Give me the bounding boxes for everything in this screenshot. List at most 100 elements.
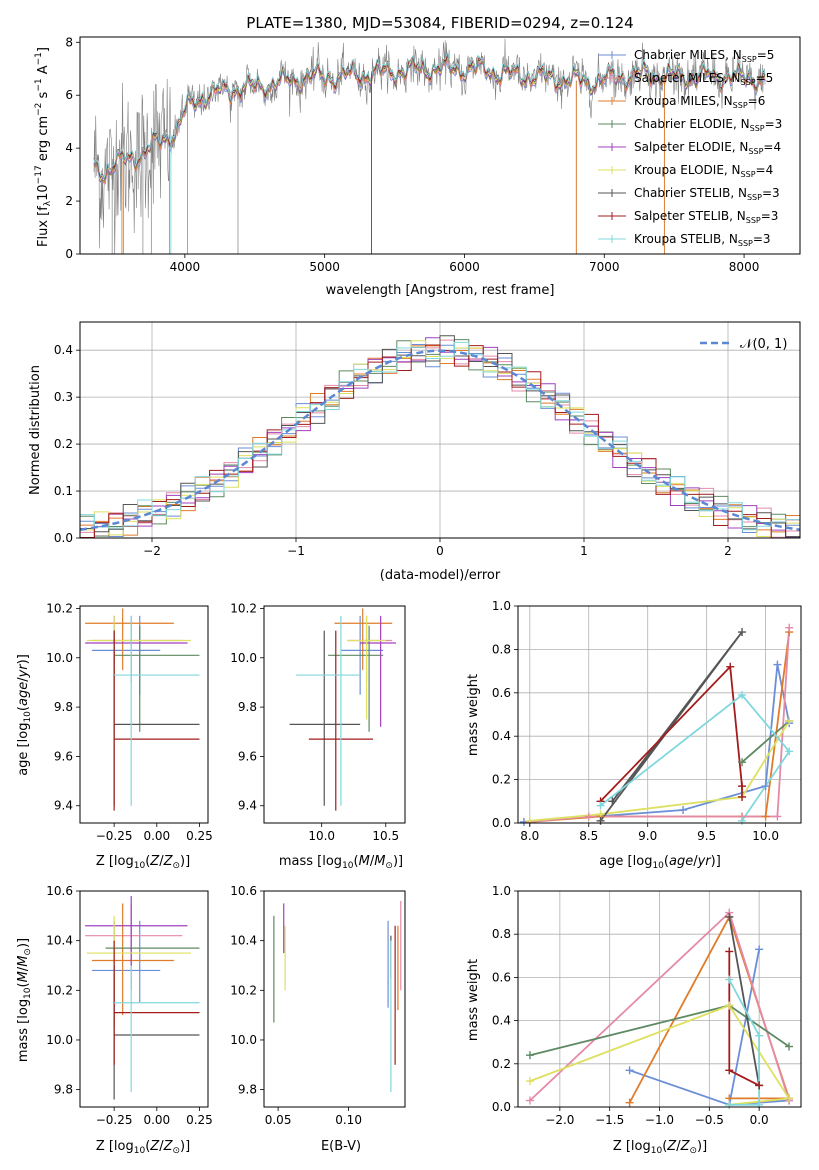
x-tick-label: −1: [287, 544, 305, 558]
plot-area: [93, 38, 766, 254]
axes-frame: [79, 605, 209, 824]
y-tick-label: 0: [65, 247, 73, 261]
x-tick-label: 7000: [589, 260, 620, 274]
y-tick-label: 10.6: [230, 884, 257, 898]
legend-subscript: SSP: [733, 101, 748, 110]
y-tick-label: 9.8: [54, 700, 73, 714]
x-tick-label: −2: [143, 544, 161, 558]
y-tick-label: 10.0: [230, 1033, 257, 1047]
weight-line-4: [529, 720, 790, 822]
weight-line-1: [529, 631, 791, 823]
weight-line-6: [599, 664, 743, 802]
legend-label-0: Chabrier MILES, NSSP=5: [634, 48, 774, 64]
y-tick-label: 0.4: [492, 729, 511, 743]
y-tick-label: 9.4: [54, 799, 73, 813]
y-tick-label: 0.0: [54, 531, 73, 545]
y-tick-label: 9.8: [238, 1083, 257, 1097]
x-tick-label: −0.25: [96, 1113, 133, 1127]
axes-frame: [517, 605, 802, 824]
weight-line-3: [741, 720, 790, 763]
age-vs-z-xlabel: Z [log10(Z/Z⊙)]: [96, 854, 190, 871]
y-tick-label: 0.4: [492, 1014, 511, 1028]
x-tick-label: 9.5: [697, 829, 716, 843]
legend-value: =5: [756, 71, 774, 85]
x-tick-label: 0: [436, 544, 444, 558]
legend-value: =6: [748, 94, 766, 108]
age-vs-mass-panel: 10.0 10.5 9.4 9.6 9.8 10.0 10.2: [230, 601, 406, 843]
x-tick-label: 2: [724, 544, 732, 558]
y-tick-label: 4: [65, 141, 73, 155]
age-vs-metallicity-panel: −0.25 0.00 0.25 9.4 9.6 9.8 10.0 10.2: [46, 601, 213, 843]
legend-subscript: SSP: [742, 55, 757, 64]
y-tick-label: 6: [65, 88, 73, 102]
age-vs-mass-xlabel: mass [log10(M/M⊙)]: [279, 854, 403, 871]
legend-subscript: SSP: [738, 239, 753, 248]
weight-line-2: [529, 627, 791, 823]
legend-subscript: SSP: [747, 193, 762, 202]
mass-vs-ebv-xlabel: E(B-V): [321, 1139, 361, 1154]
mass-vs-metallicity-panel: −0.25 0.00 0.25 9.8 10.0 10.2 10.4 10.6: [46, 884, 213, 1127]
y-tick-label: 10.2: [46, 983, 73, 997]
y-tick-label: 8: [65, 35, 73, 49]
axes-frame: [79, 36, 801, 255]
axes-frame: [263, 890, 406, 1108]
plot-area: [523, 627, 791, 823]
axes-frame: [263, 605, 406, 824]
y-tick-label: 10.2: [46, 601, 73, 615]
y-tick-label: 1.0: [492, 884, 511, 898]
x-tick-label: 4000: [170, 260, 201, 274]
legend-subscript: SSP: [748, 147, 763, 156]
weight-line-7: [728, 979, 760, 1106]
y-tick-label: 9.8: [238, 700, 257, 714]
y-tick-label: 9.6: [54, 749, 73, 763]
legend-label-2: Kroupa MILES, NSSP=6: [634, 94, 765, 110]
legend-label-3: Chabrier ELODIE, NSSP=3: [634, 117, 782, 133]
x-tick-label: 0.0: [750, 1113, 769, 1127]
weight-line-5: [599, 631, 743, 822]
y-tick-label: 10.4: [230, 934, 257, 948]
mass-weight-vs-age-ylabel: mass weight: [466, 674, 481, 756]
y-tick-label: 0.2: [492, 1057, 511, 1071]
spectrum-ylabel: Flux [fλ10−17 erg cm−2 s−1 A−1]: [34, 47, 53, 247]
y-tick-label: 0.1: [54, 484, 73, 498]
y-tick-label: 9.6: [238, 749, 257, 763]
histogram-8: [80, 341, 800, 531]
y-tick-label: 10.0: [46, 651, 73, 665]
legend-label-6: Chabrier STELIB, NSSP=3: [634, 186, 780, 202]
axes-frame: [79, 890, 209, 1108]
y-tick-label: 10.6: [46, 884, 73, 898]
x-tick-label: 5000: [309, 260, 340, 274]
plot-area: [80, 335, 800, 538]
y-tick-label: 0.2: [492, 773, 511, 787]
mass-weight-vs-z-xlabel: Z [log10(Z/Z⊙)]: [613, 1139, 707, 1156]
legend-subscript: SSP: [741, 170, 756, 179]
x-tick-label: 0.00: [143, 1113, 170, 1127]
legend-normal-label: 𝒩(0, 1): [740, 337, 787, 352]
y-tick-label: 0.6: [492, 686, 511, 700]
y-tick-label: 0.0: [492, 816, 511, 830]
x-tick-label: −0.25: [96, 829, 133, 843]
x-tick-label: 1: [580, 544, 588, 558]
residuals-ylabel: Normed distribution: [28, 365, 43, 495]
mass-weight-vs-z-ylabel: mass weight: [466, 959, 481, 1041]
y-tick-label: 0.8: [492, 927, 511, 941]
x-tick-label: 0.00: [143, 829, 170, 843]
y-tick-label: 2: [65, 194, 73, 208]
spectrum-xlabel: wavelength [Angstrom, rest frame]: [326, 283, 555, 298]
plot-area: [289, 608, 397, 811]
legend-value: =4: [756, 163, 774, 177]
x-tick-label: 8.0: [520, 829, 539, 843]
x-tick-label: −1.0: [645, 1113, 674, 1127]
y-tick-label: 10.2: [230, 983, 257, 997]
y-tick-label: 0.4: [54, 343, 73, 357]
x-tick-label: 0.10: [335, 1113, 362, 1127]
x-tick-label: −0.5: [695, 1113, 724, 1127]
legend-subscript: SSP: [746, 216, 761, 225]
y-tick-label: 0.3: [54, 390, 73, 404]
weight-line-5: [728, 916, 760, 1086]
plot-area: [273, 900, 402, 1093]
model-spectrum-8: [93, 51, 766, 180]
x-tick-label: −2.0: [545, 1113, 574, 1127]
normal-distribution-curve: [80, 349, 800, 532]
mass-vs-z-xlabel: Z [log10(Z/Z⊙)]: [96, 1139, 190, 1156]
